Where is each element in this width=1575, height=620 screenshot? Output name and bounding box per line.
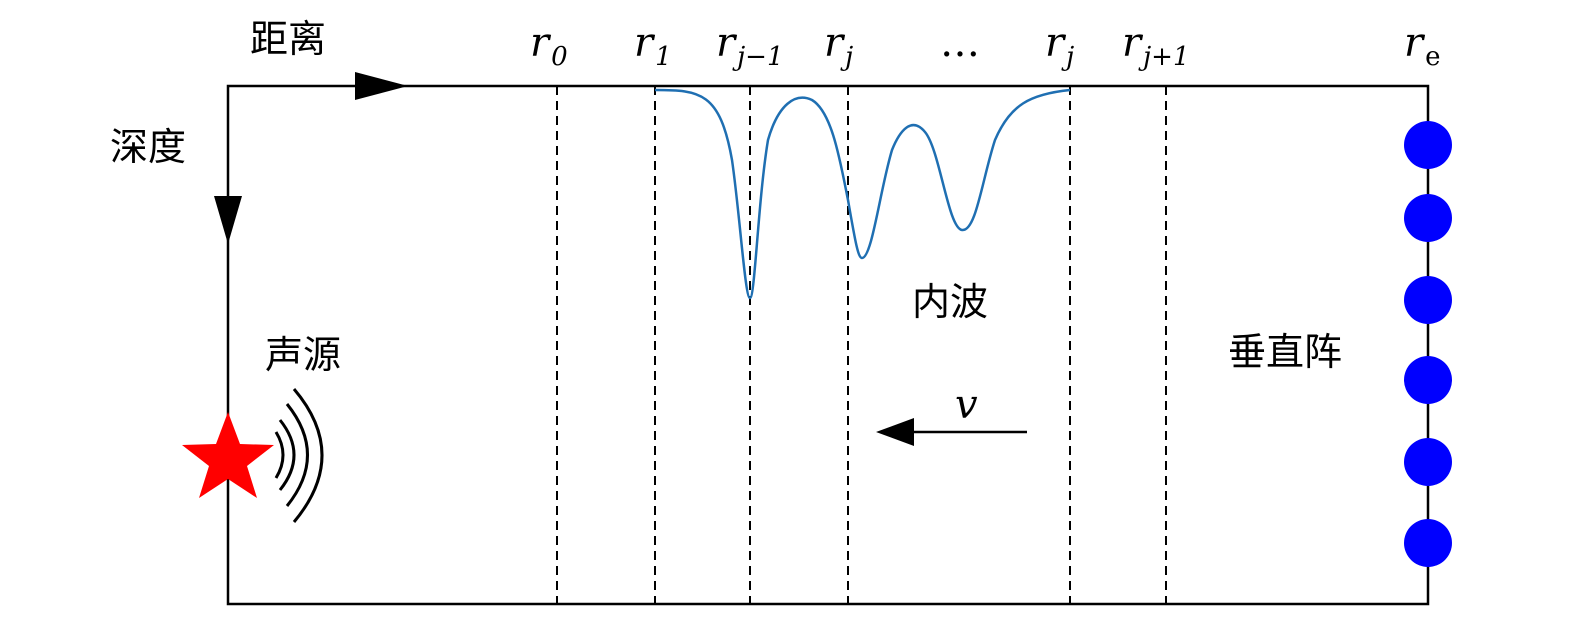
range-marker-rj: rj — [824, 20, 853, 72]
depth-arrow-icon — [214, 196, 242, 244]
hydrophone-circle-icon — [1404, 356, 1452, 404]
hydrophone-circle-icon — [1404, 276, 1452, 324]
range-marker-r0: r0 — [530, 20, 568, 72]
waveguide-frame — [226, 84, 1430, 606]
star-icon — [182, 412, 274, 498]
range-marker-r1: r1 — [634, 20, 672, 72]
svg-text:…: … — [940, 20, 980, 66]
svg-text:re: re — [1404, 20, 1441, 72]
distance-arrow-icon — [355, 72, 408, 100]
velocity-arrow-icon — [876, 418, 914, 446]
svg-text:rj: rj — [824, 20, 853, 72]
range-marker-rj+1: rj+1 — [1122, 20, 1190, 72]
range-marker-re: re — [1404, 20, 1441, 72]
range-marker-rj-second: rj — [1045, 20, 1074, 72]
svg-text:rj+1: rj+1 — [1122, 20, 1190, 72]
internal-wave-curve — [654, 88, 1071, 300]
svg-text:rj−1: rj−1 — [716, 20, 784, 72]
range-marker-ellipsis: … — [940, 20, 980, 66]
svg-text:rj: rj — [1045, 20, 1074, 72]
sound-wave-arcs-icon — [274, 388, 324, 523]
depth-label: 深度 — [110, 125, 186, 169]
source-label: 声源 — [265, 333, 341, 377]
internal-wave-label: 内波 — [912, 280, 988, 324]
vertical-array — [1404, 121, 1452, 567]
vertical-array-label: 垂直阵 — [1228, 330, 1342, 374]
hydrophone-circle-icon — [1404, 519, 1452, 567]
hydrophone-circle-icon — [1404, 121, 1452, 169]
svg-text:r1: r1 — [634, 20, 672, 72]
svg-text:r0: r0 — [530, 20, 568, 72]
velocity-label: v — [955, 382, 978, 428]
hydrophone-circle-icon — [1404, 194, 1452, 242]
distance-label: 距离 — [250, 17, 326, 61]
hydrophone-circle-icon — [1404, 438, 1452, 486]
range-marker-rj-1: rj−1 — [716, 20, 784, 72]
